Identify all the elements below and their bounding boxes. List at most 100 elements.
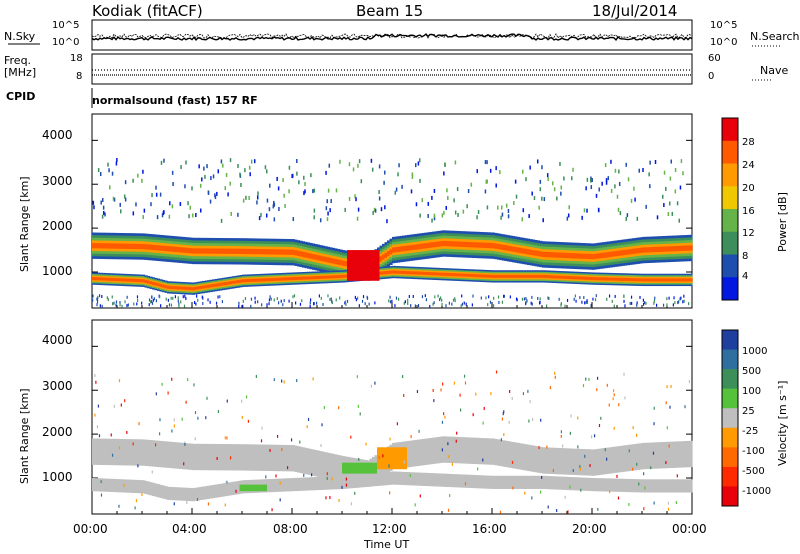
velocity-band-f xyxy=(589,449,593,476)
power-ground-pixel xyxy=(309,304,311,308)
velocity-band-f xyxy=(249,444,253,471)
power-scatter-pixel xyxy=(521,217,523,222)
power-scatter-pixel xyxy=(590,185,593,190)
power-ground-pixel xyxy=(630,295,633,299)
power-band-lower xyxy=(412,271,416,275)
velocity-scatter-pixel xyxy=(388,464,390,468)
power-scatter-pixel xyxy=(310,173,312,178)
velocity-scatter-pixel xyxy=(419,494,421,498)
velocity-scatter-pixel xyxy=(132,442,134,446)
velocity-scatter-pixel xyxy=(275,474,277,478)
beam-title: Beam 15 xyxy=(356,2,424,20)
velocity-band-f xyxy=(157,440,161,468)
velocity-band-f xyxy=(302,447,306,474)
power-ground-pixel xyxy=(653,301,655,305)
power-band-f xyxy=(307,252,311,259)
velocity-band-lower xyxy=(99,478,103,492)
velocity-band-lower xyxy=(284,478,288,492)
power-scatter-pixel xyxy=(542,218,544,223)
power-scatter-pixel xyxy=(467,189,470,194)
velocity-scatter-pixel xyxy=(464,381,467,385)
power-band-lower xyxy=(312,276,316,280)
power-band-f xyxy=(542,251,546,258)
power-scatter-pixel xyxy=(636,216,639,221)
velocity-scatter-pixel xyxy=(644,486,646,490)
power-band-lower xyxy=(219,282,223,286)
power-band-lower xyxy=(627,277,631,282)
power-band-lower xyxy=(249,278,253,282)
power-band-f xyxy=(229,248,233,254)
power-band-f xyxy=(487,242,491,249)
power-ground-pixel xyxy=(295,301,297,305)
velocity-band-f xyxy=(219,444,223,471)
velocity-scatter-pixel xyxy=(113,404,115,408)
velocity-band-f xyxy=(627,444,631,472)
velocity-band-f xyxy=(464,437,468,464)
power-band-f xyxy=(304,252,308,258)
power-band-f xyxy=(634,248,638,254)
power-band-lower xyxy=(172,286,176,290)
velocity-scatter-pixel xyxy=(472,413,474,417)
power-band-lower xyxy=(679,278,683,282)
velocity-band-lower xyxy=(547,476,551,490)
power-band-f xyxy=(399,246,403,252)
power-scatter-pixel xyxy=(417,161,420,166)
velocity-band-lower xyxy=(484,475,488,489)
velocity-band-f xyxy=(192,443,196,471)
power-band-lower xyxy=(504,274,508,278)
velocity-green-patch xyxy=(342,462,377,474)
power-band-f xyxy=(632,248,636,255)
velocity-band-lower xyxy=(489,475,493,489)
velocity-scatter-pixel xyxy=(477,467,479,471)
power-scatter-pixel xyxy=(563,176,565,181)
power-band-f xyxy=(514,246,518,253)
velocity-band-lower xyxy=(452,474,456,488)
power-scatter-pixel xyxy=(642,167,644,172)
power-band-lower xyxy=(142,279,146,283)
velocity-band-lower xyxy=(619,478,623,492)
velocity-band-lower xyxy=(287,478,291,492)
power-ground-pixel xyxy=(301,299,303,303)
power-band-lower xyxy=(394,270,398,274)
power-band-lower xyxy=(192,287,196,291)
velocity-scatter-pixel xyxy=(442,382,444,386)
power-ground-pixel xyxy=(584,301,586,305)
power-band-f xyxy=(484,242,488,248)
velocity-band-lower xyxy=(502,475,506,489)
power-scatter-pixel xyxy=(649,184,651,189)
velocity-scatter-pixel xyxy=(609,490,611,494)
velocity-band-f xyxy=(174,442,178,469)
power-band-lower xyxy=(302,276,306,280)
power-scatter-pixel xyxy=(135,202,137,207)
power-band-lower xyxy=(284,277,288,281)
power-ground-pixel xyxy=(202,302,204,306)
power-scatter-pixel xyxy=(618,169,620,174)
power-band-lower xyxy=(499,274,503,278)
velocity-band-lower xyxy=(647,479,651,493)
sky-tick-bottom: 10^0 xyxy=(52,37,80,48)
power-band-f xyxy=(682,245,686,251)
power-scatter-pixel xyxy=(397,172,399,177)
velocity-scatter-pixel xyxy=(173,424,175,428)
velocity-scatter-pixel xyxy=(590,435,593,439)
power-band-lower xyxy=(482,274,486,278)
velocity-scatter-pixel xyxy=(345,477,347,481)
power-ground-pixel xyxy=(403,301,405,305)
velocity-band-lower xyxy=(512,475,516,489)
power-ground-pixel xyxy=(196,294,198,298)
velocity-scatter-pixel xyxy=(359,412,361,416)
power-scatter-pixel xyxy=(284,204,286,209)
velocity-scatter-pixel xyxy=(451,462,453,466)
velocity-scatter-pixel xyxy=(374,381,376,385)
velocity-band-f xyxy=(127,439,131,466)
velocity-scatter-pixel xyxy=(589,464,591,468)
velocity-band-lower xyxy=(174,487,178,501)
power-scatter-pixel xyxy=(431,218,433,223)
velocity-band-f xyxy=(654,442,658,469)
velocity-band-f xyxy=(292,445,296,472)
velocity-band-lower xyxy=(162,485,166,499)
velocity-band-f xyxy=(279,444,283,472)
power-ground-pixel xyxy=(355,298,358,302)
velocity-band-f xyxy=(237,444,241,471)
power-ground-pixel xyxy=(136,295,139,299)
